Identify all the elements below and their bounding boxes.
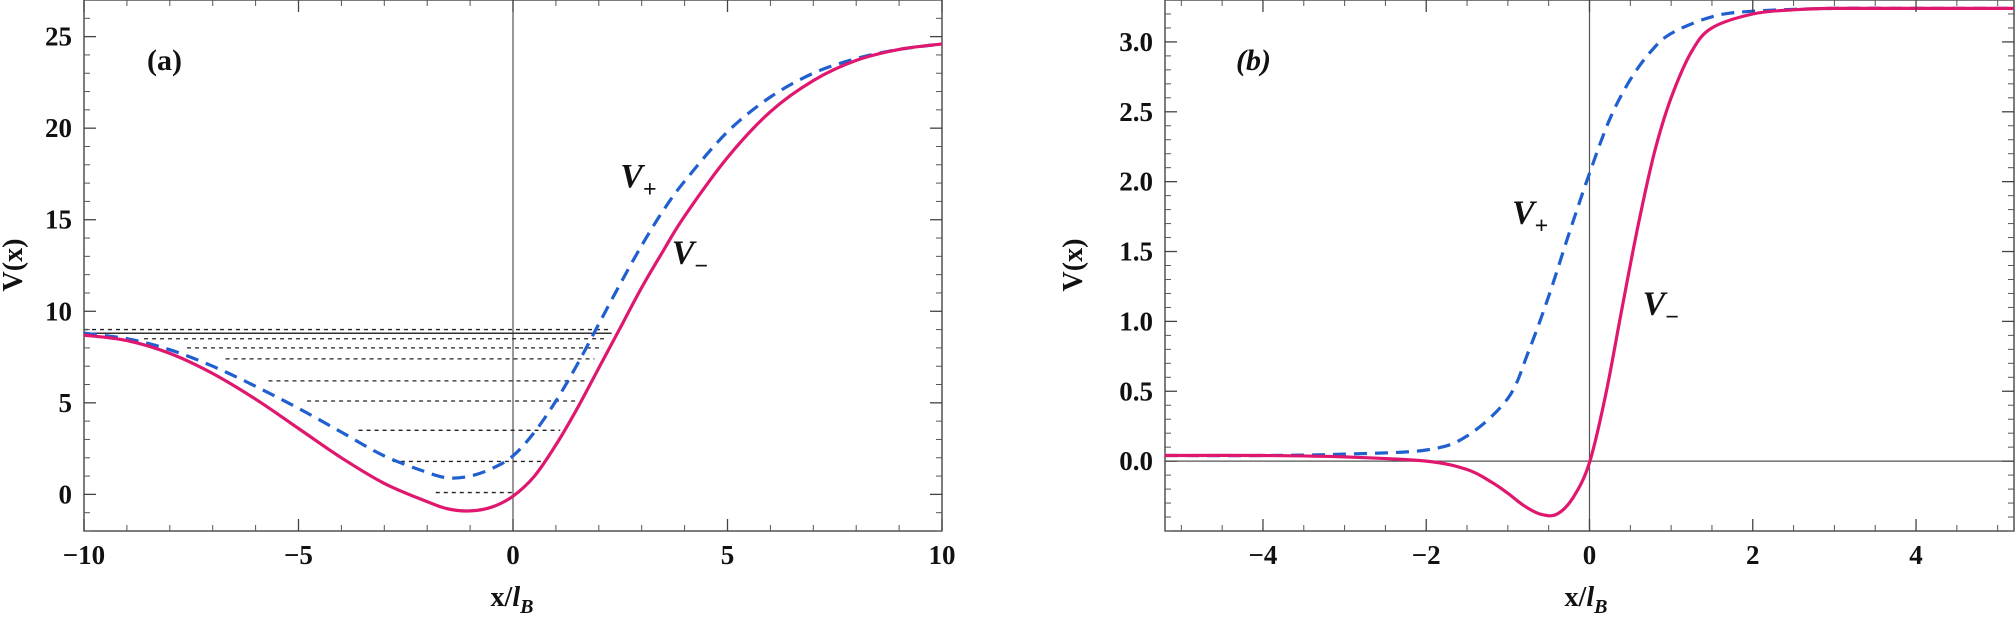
v-minus-curve-a [83, 42, 943, 513]
y-tick-label: 25 [45, 22, 72, 52]
curve-label-v-minus-a-main: V [672, 235, 697, 272]
v-minus-curve-b [1164, 6, 2014, 518]
ticks-a [83, 0, 943, 532]
x-tick-label: 0 [506, 540, 520, 570]
curve-label-v-minus-a: V− [672, 235, 708, 280]
y-axis-label-b: V(x) [1058, 239, 1089, 292]
y-tick-label: 1.0 [1119, 306, 1153, 336]
x-axis-label-b: x/lB [1565, 582, 1608, 618]
y-axis-label-a: V(x) [0, 239, 29, 292]
x-axis-label-a-l: l [512, 582, 520, 613]
x-tick-label: 2 [1746, 540, 1760, 570]
y-tick-label: 15 [45, 205, 72, 235]
energy-levels-a [84, 328, 612, 494]
panel-label-b: (b) [1236, 44, 1271, 77]
x-tick-label: −5 [284, 540, 313, 570]
curve-label-v-minus-a-sub: − [694, 254, 708, 280]
curve-label-v-plus-b: V+ [1512, 195, 1548, 240]
panel-b: −4 −2 0 2 40.00.51.01.52.02.53.0 (b) V+ V− V… [1058, 0, 2015, 618]
x-tick-label: −2 [1412, 540, 1441, 570]
zero-lines-b [1165, 0, 2014, 531]
x-tick-label: 0 [1583, 540, 1597, 570]
x-axis-label-b-x: x/ [1565, 582, 1588, 613]
series-b [1164, 6, 2014, 518]
x-axis-label-a-x: x/ [491, 582, 514, 613]
x-tick-label: −10 [63, 540, 105, 570]
panel-label-a: (a) [147, 44, 182, 77]
x-tick-label: 4 [1909, 540, 1923, 570]
curve-label-v-minus-b-sub: − [1665, 304, 1679, 330]
x-axis-label-b-sub: B [1593, 596, 1607, 618]
x-tick-label: 10 [929, 540, 956, 570]
curve-label-v-plus-b-main: V [1512, 195, 1537, 232]
y-tick-label: 2.5 [1119, 97, 1153, 127]
y-tick-label: 0 [59, 479, 73, 509]
y-tick-label: 10 [45, 296, 72, 326]
panel-label-b-text: (b) [1236, 44, 1271, 77]
tick-labels-a: −10 −5 0 5 10 0 5 10 15 20 25 [45, 22, 956, 570]
curve-label-v-minus-b: V− [1643, 285, 1679, 330]
series-a [83, 42, 943, 513]
curve-label-v-minus-b-main: V [1643, 285, 1668, 322]
x-axis-label-a-sub: B [519, 596, 533, 618]
curve-label-v-plus-b-sub: + [1535, 214, 1549, 240]
curve-label-v-plus-a-main: V [620, 158, 645, 195]
tick-labels-b: −4 −2 0 2 4 0.0 0.5 1.0 1.5 2.0 2.5 3.0 [1119, 27, 1923, 570]
y-tick-label: 3.0 [1119, 27, 1153, 57]
v-plus-curve-a [83, 42, 943, 480]
y-tick-label: 0.0 [1119, 446, 1153, 476]
x-axis-label-a: x/lB [491, 582, 534, 618]
curve-label-v-plus-a-sub: + [643, 177, 657, 203]
curve-label-v-plus-a: V+ [620, 158, 656, 203]
y-tick-label: 5 [59, 388, 73, 418]
x-axis-label-b-l: l [1586, 582, 1594, 613]
x-tick-label: −4 [1249, 540, 1278, 570]
y-tick-label: 1.5 [1119, 237, 1153, 267]
y-tick-label: 0.5 [1119, 376, 1153, 406]
x-tick-label: 5 [721, 540, 735, 570]
y-tick-label: 2.0 [1119, 167, 1153, 197]
ticks-b [1165, 0, 2014, 532]
y-tick-label: 20 [45, 113, 72, 143]
